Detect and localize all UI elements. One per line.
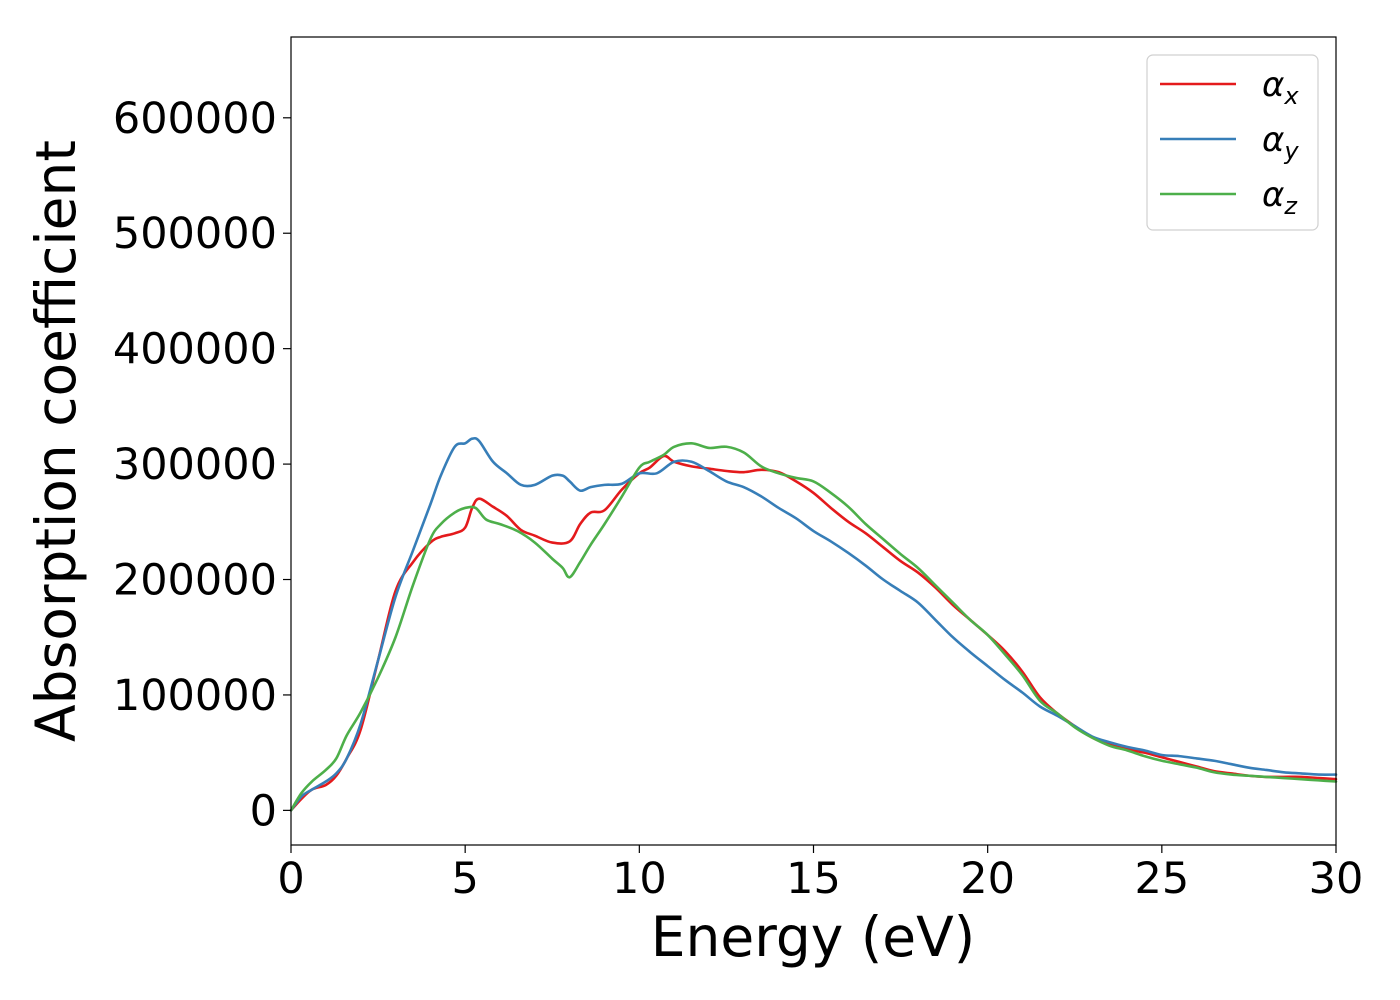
y-tick-label: 600000 — [113, 94, 277, 144]
y-tick-label: 200000 — [113, 556, 277, 606]
y-tick-label: 100000 — [113, 671, 277, 721]
y-tick-label: 400000 — [113, 325, 277, 375]
series-line-alpha-x — [289, 454, 1338, 812]
x-tick-label: 25 — [1134, 854, 1189, 904]
y-axis-ticks: 0 100000 200000 300000 400000 500000 600000 — [113, 94, 291, 836]
x-axis-label: Energy (eV) — [651, 905, 975, 969]
legend-box — [1146, 54, 1319, 231]
y-axis-label: Absorption coefficient — [24, 140, 88, 742]
x-tick-label: 10 — [612, 854, 667, 904]
x-tick-label: 0 — [277, 854, 304, 904]
y-tick-label: 300000 — [113, 440, 277, 490]
x-tick-label: 5 — [451, 854, 478, 904]
series-line-alpha-y — [289, 436, 1338, 812]
x-axis-ticks: 0 5 10 15 20 25 30 — [277, 845, 1363, 904]
x-tick-label: 20 — [960, 854, 1015, 904]
series-layer — [289, 436, 1338, 812]
legend-label-alpha-x: αx — [1262, 65, 1299, 110]
legend: αx αy αz — [1146, 54, 1319, 231]
legend-label-alpha-y: αy — [1262, 120, 1299, 165]
y-tick-label: 0 — [250, 786, 277, 836]
x-tick-label: 30 — [1309, 854, 1364, 904]
legend-label-alpha-z: αz — [1262, 175, 1298, 220]
x-tick-label: 15 — [786, 854, 841, 904]
y-tick-label: 500000 — [113, 209, 277, 259]
series-line-alpha-z — [289, 442, 1338, 812]
